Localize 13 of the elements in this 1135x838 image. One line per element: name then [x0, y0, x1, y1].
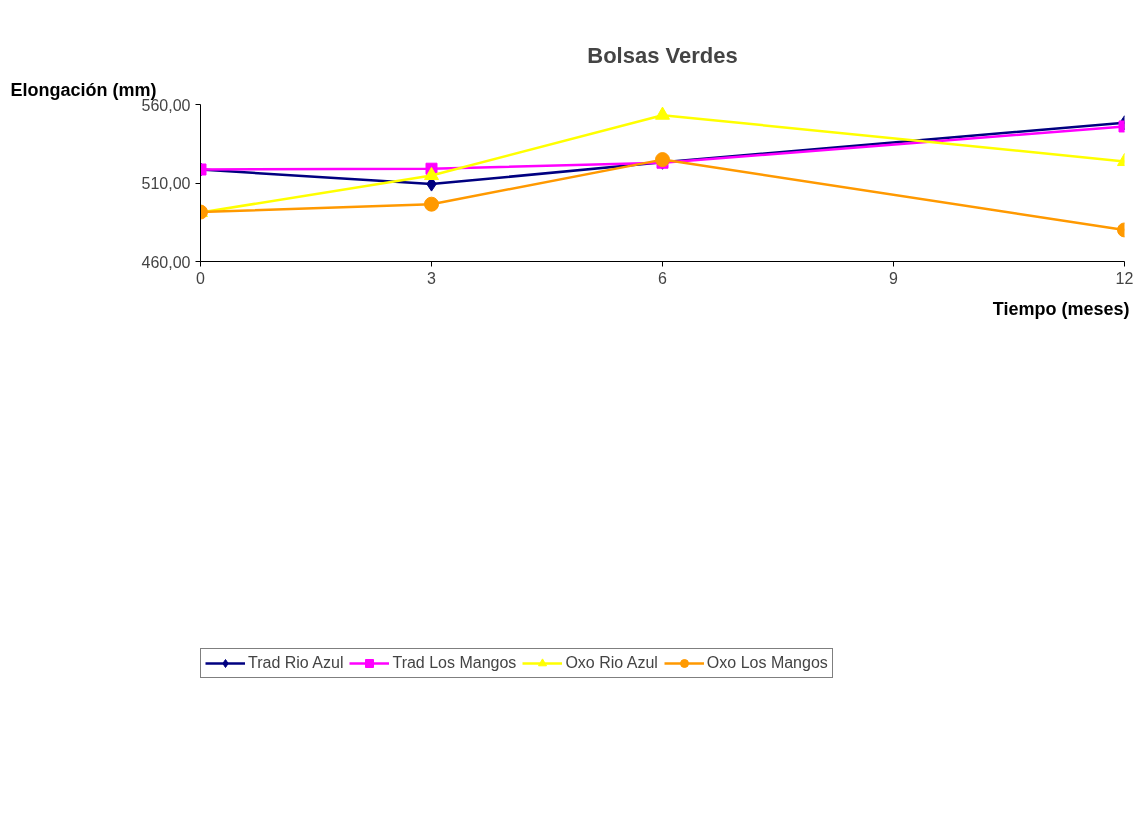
- x-tick-label: 3: [427, 269, 437, 287]
- legend-label: Trad Rio Azul: [248, 654, 344, 672]
- x-axis-title: Tiempo (meses): [992, 298, 1130, 319]
- x-tick-label: 6: [658, 269, 668, 287]
- x-tick-label: 0: [196, 269, 206, 287]
- y-tick-label: 460,00: [141, 253, 191, 271]
- legend-label: Trad Los Mangos: [392, 654, 517, 672]
- x-tick-label: 9: [889, 269, 899, 287]
- legend-label: Oxo Rio Azul: [565, 654, 658, 672]
- y-tick-label: 510,00: [141, 175, 191, 192]
- chart-title: Bolsas Verdes: [587, 42, 738, 68]
- legend-label: Oxo Los Mangos: [706, 654, 828, 672]
- x-tick-label: 12: [1115, 269, 1134, 287]
